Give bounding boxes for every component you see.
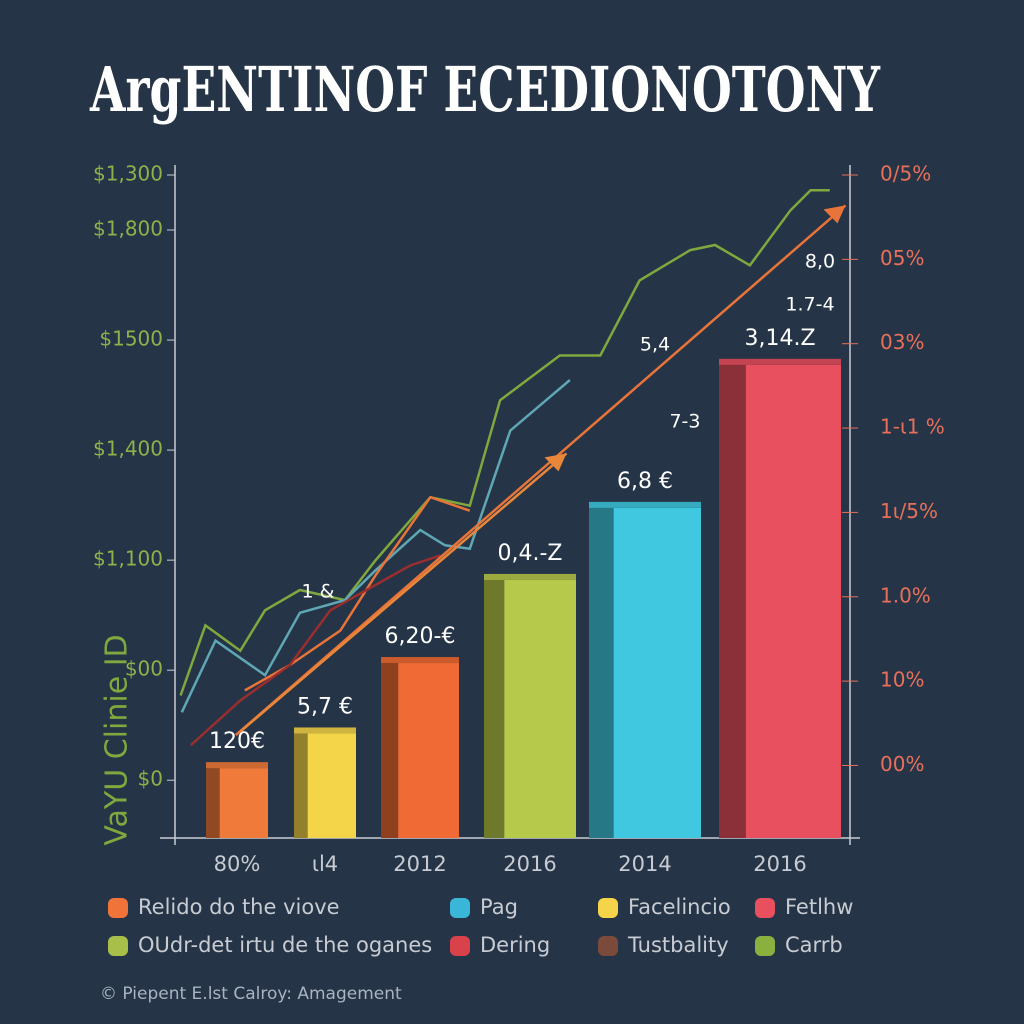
y2-tick-label: 1.0% <box>880 583 931 607</box>
legend-label: Facelincio <box>628 895 731 919</box>
arrowhead <box>823 205 846 224</box>
bar-group <box>381 657 459 838</box>
bar-top <box>206 762 268 769</box>
x-tick-label: 2012 <box>393 852 446 876</box>
line-series <box>239 452 568 733</box>
y-tick-label: $0 <box>138 767 163 791</box>
bar-top <box>484 573 576 580</box>
y2-tick-label: 03% <box>880 330 924 354</box>
y2-tick-label: 05% <box>880 246 924 270</box>
legend-swatch <box>755 936 775 956</box>
legend-label: Relido do the viove <box>138 895 340 919</box>
y-tick-label: $1500 <box>99 327 163 351</box>
line-series <box>234 204 847 737</box>
bar-group <box>719 358 841 838</box>
line-series <box>179 188 830 696</box>
bar-side <box>589 503 614 838</box>
legend-label: OUdr-det irtu de the oganes <box>138 933 432 957</box>
y2-tick-label: 1ι/5% <box>880 499 938 523</box>
legend-swatch <box>108 936 128 956</box>
annotation: 8,0 <box>805 251 835 273</box>
x-tick-label: 2014 <box>618 852 671 876</box>
line-series <box>180 379 571 713</box>
legend-swatch <box>598 936 618 956</box>
y-tick-label: $1,300 <box>93 162 163 186</box>
legend-label: Pag <box>480 895 518 919</box>
data-label: 6,20-€ <box>385 624 456 649</box>
bar-side <box>484 575 505 838</box>
legend-label: Tustbality <box>627 933 729 957</box>
y2-tick-label: 0/5% <box>880 162 931 186</box>
bar <box>613 507 701 838</box>
bar <box>219 768 268 838</box>
x-tick-label: ιl4 <box>312 852 338 876</box>
chart-title: ArgENTINOF ECEDIONOTONY <box>89 53 880 126</box>
bar <box>504 579 576 838</box>
data-label: 3,14.Z <box>744 326 815 351</box>
y-tick-label: $00 <box>125 657 163 681</box>
data-label: 5,7 € <box>297 694 353 719</box>
legend-label: Fetlhw <box>785 895 853 919</box>
bar-group <box>294 727 356 838</box>
legend-swatch <box>108 898 128 918</box>
x-tick-label: 80% <box>214 852 261 876</box>
y-tick-label: $1,800 <box>93 217 163 241</box>
bar <box>307 733 356 838</box>
line-series <box>189 554 441 747</box>
y-axis-label: VaYU Clinie ID <box>100 634 135 845</box>
x-tick-label: 2016 <box>503 852 556 876</box>
bar-top <box>589 501 701 508</box>
y2-tick-label: 00% <box>880 752 924 776</box>
y-tick-label: $1,400 <box>93 437 163 461</box>
legend-swatch <box>450 936 470 956</box>
bar <box>745 364 841 838</box>
bar-side <box>719 360 746 838</box>
legend-swatch <box>450 898 470 918</box>
data-label: 0,4.-Z <box>498 541 563 566</box>
bar <box>398 663 459 838</box>
bar-top <box>381 657 459 664</box>
legend-swatch <box>598 898 618 918</box>
annotation: 5,4 <box>640 334 670 356</box>
bar-side <box>381 659 399 838</box>
bar-group <box>206 762 268 838</box>
bar-group <box>484 573 576 838</box>
bar-group <box>589 501 701 838</box>
bar-side <box>206 764 220 838</box>
data-label: 6,8 € <box>617 469 673 494</box>
legend-swatch <box>755 898 775 918</box>
legend-label: Dering <box>480 933 550 957</box>
footer: © Piepent E.lst Calroy: Amagement <box>100 984 402 1004</box>
x-tick-label: 2016 <box>753 852 806 876</box>
annotation: 1 & <box>302 581 335 603</box>
legend-label: Carrb <box>785 933 843 957</box>
bar-top <box>719 358 841 365</box>
bar-top <box>294 727 356 734</box>
annotation: 1.7-4 <box>785 294 834 316</box>
y-tick-label: $1,100 <box>93 547 163 571</box>
annotation: 7-3 <box>669 411 700 433</box>
bar-side <box>294 729 308 838</box>
arrowhead <box>544 453 567 472</box>
y2-tick-label: 10% <box>880 668 924 692</box>
y2-tick-label: 1-ι1 % <box>880 415 945 439</box>
plot-area <box>206 358 841 838</box>
